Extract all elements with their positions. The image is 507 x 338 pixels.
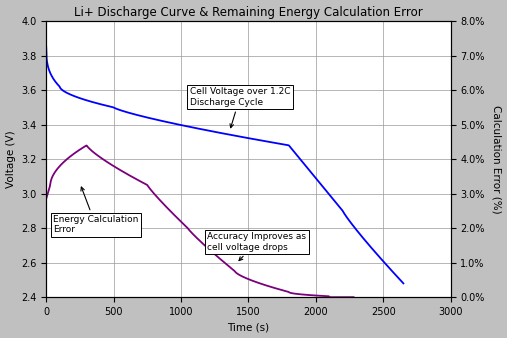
Y-axis label: Calculation Error (%): Calculation Error (%)	[491, 105, 501, 214]
Text: Cell Voltage over 1.2C
Discharge Cycle: Cell Voltage over 1.2C Discharge Cycle	[190, 87, 290, 128]
Text: Accuracy Improves as
cell voltage drops: Accuracy Improves as cell voltage drops	[207, 232, 306, 261]
Y-axis label: Voltage (V): Voltage (V)	[6, 130, 16, 188]
Text: Energy Calculation
Error: Energy Calculation Error	[53, 187, 138, 234]
Title: Li+ Discharge Curve & Remaining Energy Calculation Error: Li+ Discharge Curve & Remaining Energy C…	[74, 5, 423, 19]
X-axis label: Time (s): Time (s)	[227, 322, 269, 333]
